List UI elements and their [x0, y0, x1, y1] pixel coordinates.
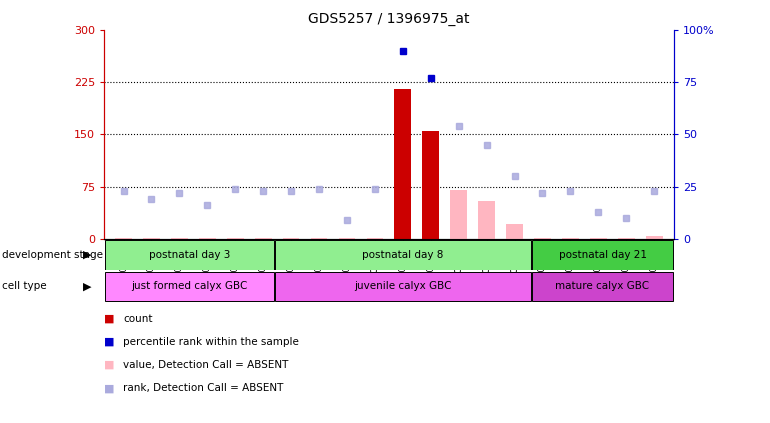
Bar	[423, 131, 439, 239]
Text: percentile rank within the sample: percentile rank within the sample	[123, 337, 299, 347]
Bar	[143, 238, 160, 239]
Bar	[367, 238, 383, 239]
Bar	[283, 238, 300, 239]
FancyBboxPatch shape	[532, 240, 673, 270]
Text: just formed calyx GBC: just formed calyx GBC	[131, 281, 248, 291]
Bar	[199, 238, 216, 239]
FancyBboxPatch shape	[276, 272, 531, 301]
FancyBboxPatch shape	[532, 272, 673, 301]
Bar	[478, 201, 495, 239]
Text: ■: ■	[104, 360, 115, 370]
Bar	[339, 238, 355, 239]
Text: juvenile calyx GBC: juvenile calyx GBC	[354, 281, 452, 291]
Text: ▶: ▶	[83, 250, 92, 260]
Text: value, Detection Call = ABSENT: value, Detection Call = ABSENT	[123, 360, 289, 370]
Text: mature calyx GBC: mature calyx GBC	[555, 281, 650, 291]
Text: count: count	[123, 313, 152, 324]
Bar	[534, 238, 551, 239]
Title: GDS5257 / 1396975_at: GDS5257 / 1396975_at	[308, 12, 470, 26]
Text: postnatal day 21: postnatal day 21	[558, 250, 647, 260]
Bar	[590, 238, 607, 239]
FancyBboxPatch shape	[105, 272, 274, 301]
Text: ▶: ▶	[83, 281, 92, 291]
FancyBboxPatch shape	[276, 240, 531, 270]
Bar	[646, 236, 662, 239]
Text: rank, Detection Call = ABSENT: rank, Detection Call = ABSENT	[123, 383, 283, 393]
FancyBboxPatch shape	[105, 240, 274, 270]
Text: ■: ■	[104, 337, 115, 347]
Text: ■: ■	[104, 383, 115, 393]
Bar	[116, 238, 132, 239]
Bar	[310, 238, 327, 239]
Bar	[255, 238, 272, 239]
Bar	[618, 238, 634, 239]
Text: postnatal day 3: postnatal day 3	[149, 250, 230, 260]
Bar	[506, 224, 523, 239]
Text: development stage: development stage	[2, 250, 102, 260]
Text: cell type: cell type	[2, 281, 46, 291]
Bar	[394, 89, 411, 239]
Bar	[171, 238, 188, 239]
Bar	[227, 238, 243, 239]
Text: postnatal day 8: postnatal day 8	[363, 250, 444, 260]
Bar	[562, 238, 579, 239]
Bar	[450, 190, 467, 239]
Text: ■: ■	[104, 313, 115, 324]
